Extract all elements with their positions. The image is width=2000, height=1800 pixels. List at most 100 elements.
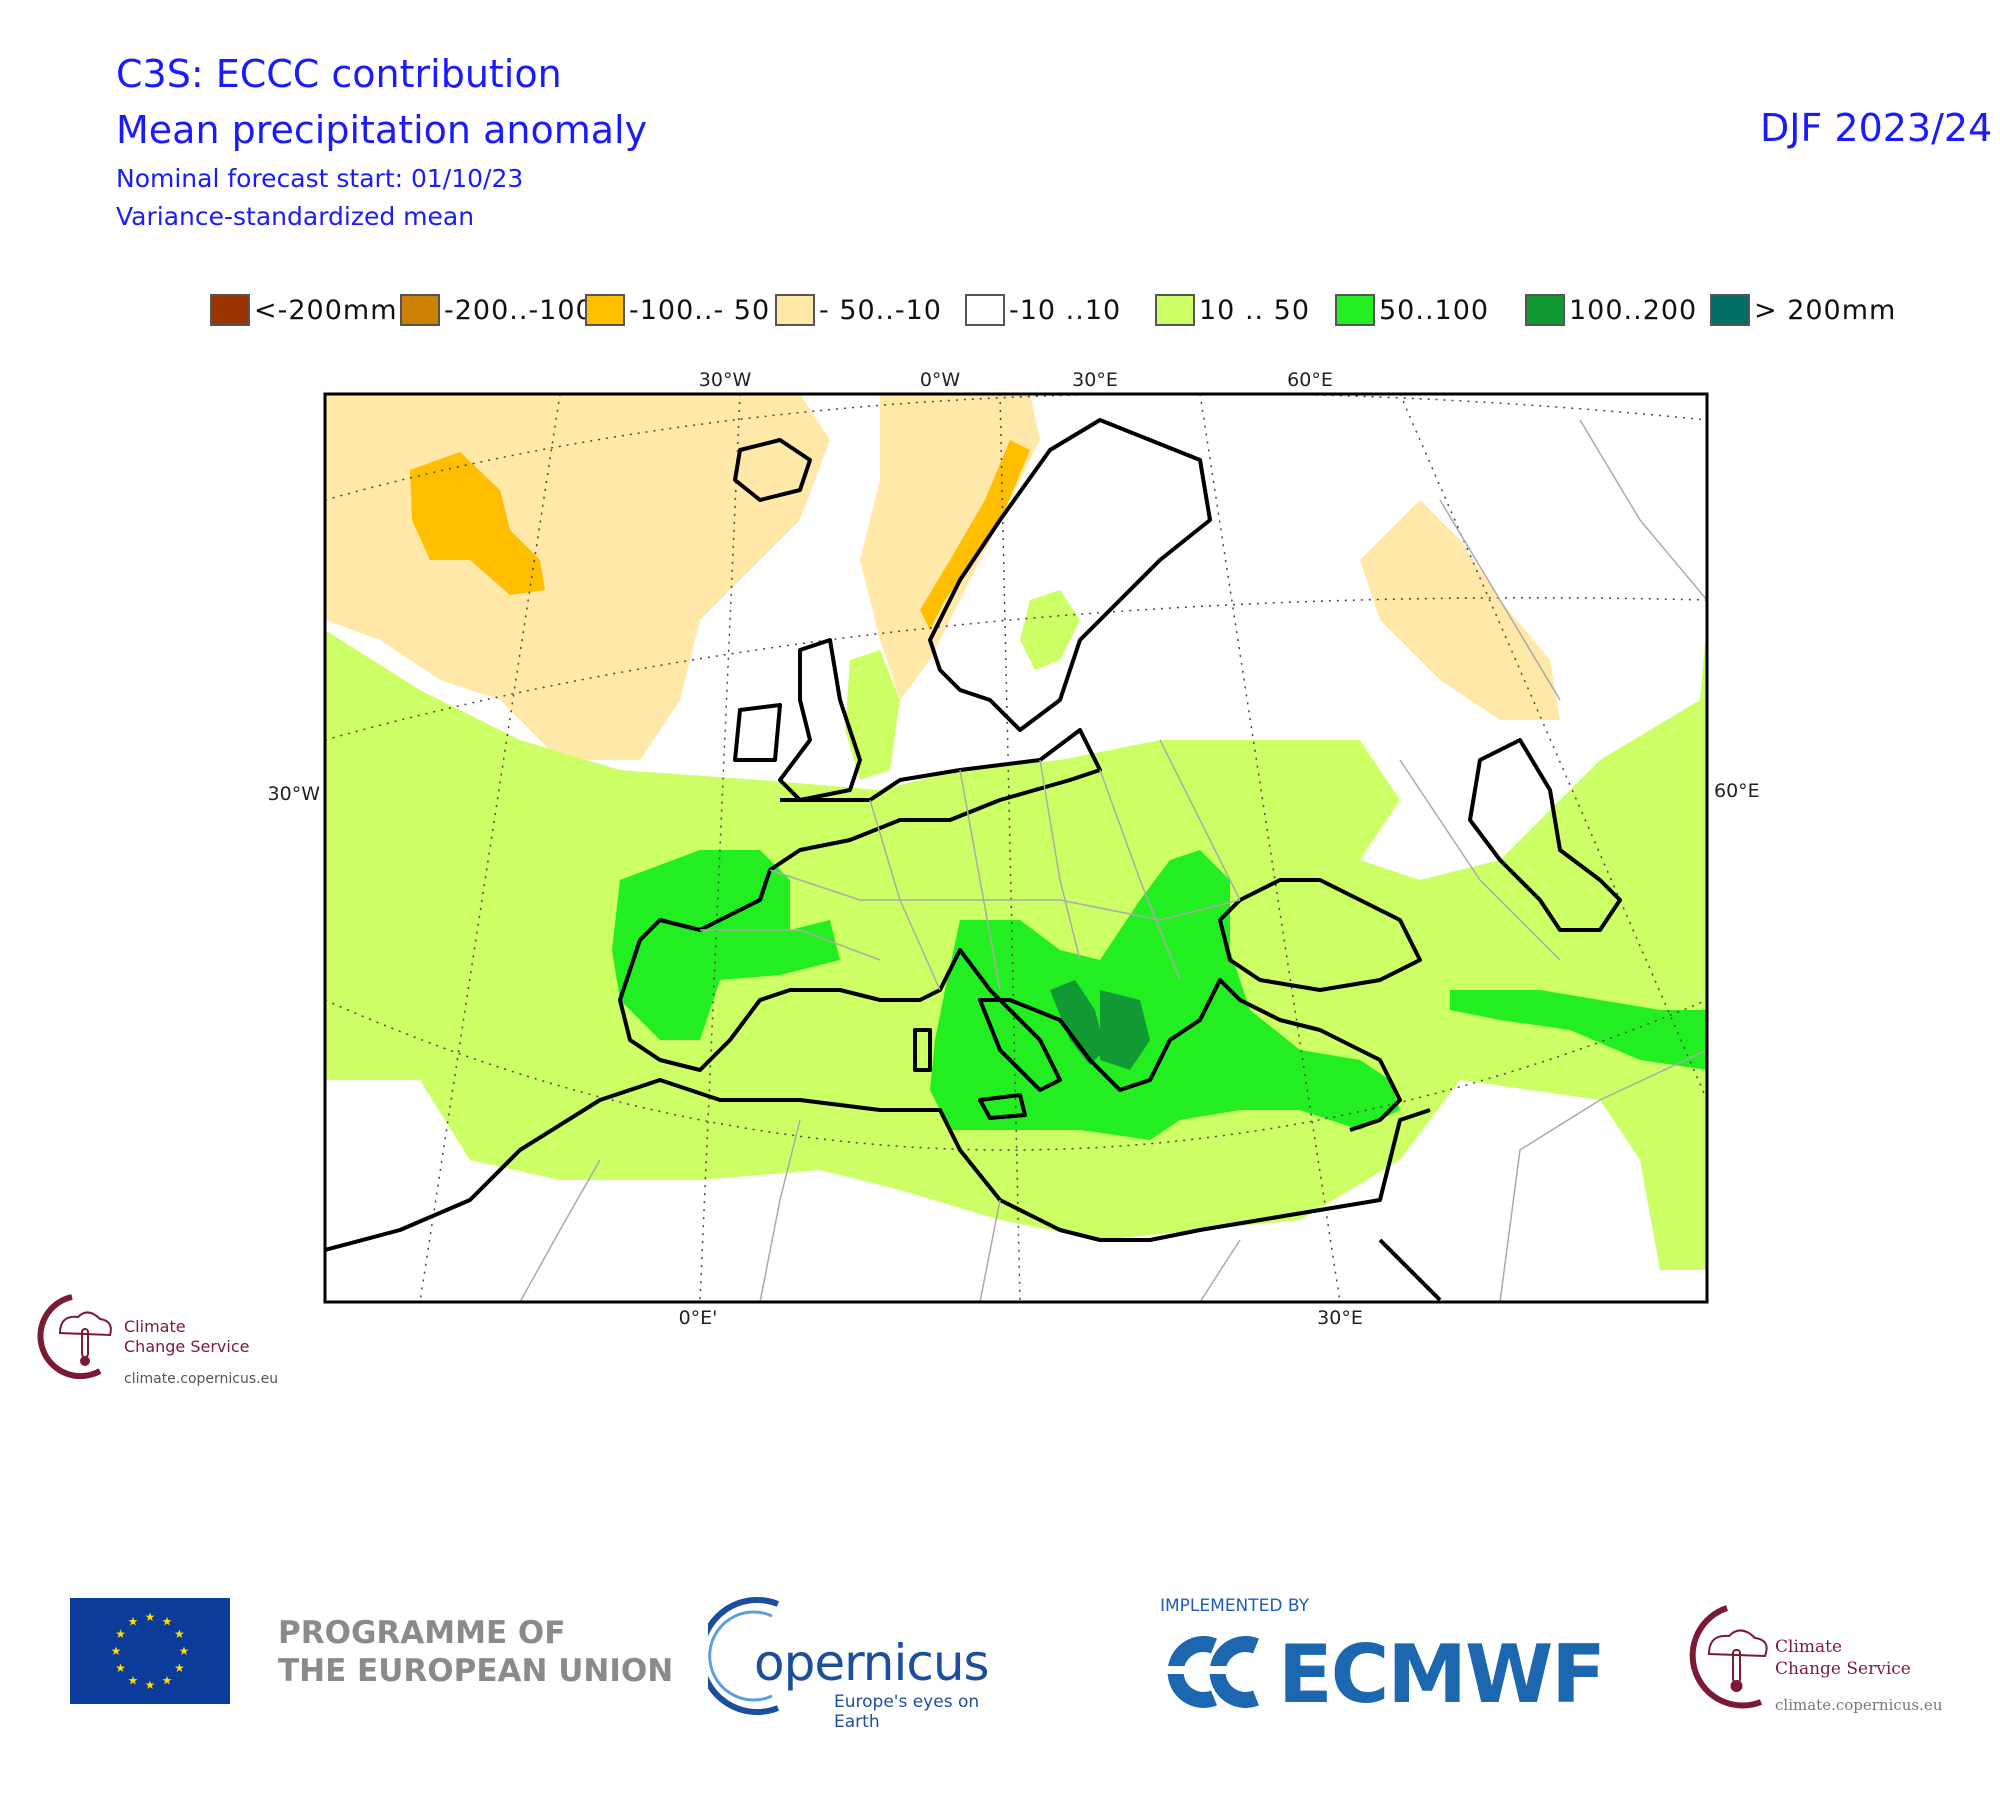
dry-area-russia (1360, 500, 1560, 720)
legend-label: 100..200 (1569, 294, 1698, 326)
wet-area-balkans-core (1100, 990, 1150, 1070)
legend: <-200mm -200..-100 -100..- 50 - 50..-10 -10 … (210, 292, 1910, 328)
wet-area-adriatic-core (1050, 980, 1105, 1065)
caspian-coast (1468, 738, 1622, 932)
legend-swatch (1335, 294, 1375, 326)
scandinavia-coast (928, 418, 1212, 732)
legend-label: <-200mm (254, 294, 398, 326)
sardinia-coast (913, 1028, 932, 1072)
eu-star-icon: ★ (115, 1627, 126, 1641)
title-line-1: C3S: ECCC contribution (116, 52, 562, 96)
eu-star-icon: ★ (162, 1673, 173, 1687)
legend-swatch (1525, 294, 1565, 326)
eu-stars-icon: ★ ★★★★★★★★★★★ (111, 1610, 190, 1692)
implemented-by-text: IMPLEMENTED BY (1160, 1596, 1310, 1616)
legend-label: > 200mm (1754, 294, 1897, 326)
bottom-label-0e: 0°E' (679, 1307, 718, 1329)
eu-star-icon: ★ (128, 1673, 139, 1687)
eu-star-icon: ★ (111, 1644, 122, 1658)
black-sea-coast (1218, 878, 1422, 992)
eu-star-icon: ★ (174, 1627, 185, 1641)
legend-item: 50..100 (1335, 292, 1489, 328)
legend-label: -200..-100 (444, 294, 594, 326)
eu-star-icon: ★ (145, 1610, 156, 1624)
period-label: DJF 2023/24 (1760, 106, 1993, 150)
ecmwf-wordmark: ECMWF (1278, 1628, 1606, 1721)
c3s-thermometer-icon (37, 1294, 112, 1380)
european-coast (618, 728, 1402, 1132)
c3s-big-url: climate.copernicus.eu (1775, 1696, 1943, 1714)
dry-area-north-sea (860, 394, 1040, 700)
dry-area-north-atlantic-core (410, 452, 545, 595)
c3s-small-line1: Climate (124, 1317, 186, 1336)
north-africa-coast (325, 1078, 1431, 1252)
left-label-30w: 30°W (268, 783, 321, 805)
right-label-60e: 60°E (1714, 780, 1760, 802)
eu-star-icon: ★ (128, 1615, 139, 1629)
legend-label: 50..100 (1379, 294, 1490, 326)
legend-swatch (210, 294, 250, 326)
legend-item: -10 ..10 (965, 292, 1121, 328)
legend-swatch (965, 294, 1005, 326)
c3s-small-url: climate.copernicus.eu (124, 1371, 279, 1387)
legend-swatch (775, 294, 815, 326)
legend-swatch (400, 294, 440, 326)
top-label-30e: 30°E (1072, 369, 1118, 391)
copernicus-tagline: Europe's eyes on Earth (834, 1692, 980, 1732)
eu-line2: THE EUROPEAN UNION (278, 1653, 674, 1689)
dry-area-norway-coast (920, 440, 1030, 630)
top-label-0w: 0°W (920, 369, 961, 391)
legend-swatch (1155, 294, 1195, 326)
eu-star-icon: ★ (174, 1661, 185, 1675)
top-label-30w: 30°W (699, 369, 752, 391)
copernicus-logo: opernicus Europe's eyes on Earth (708, 1596, 1028, 1732)
copernicus-arc-icon (708, 1597, 780, 1715)
legend-label: - 50..-10 (819, 294, 942, 326)
wet-area-caspian (1450, 990, 1707, 1070)
eu-line1: PROGRAMME OF (278, 1615, 566, 1651)
eu-star-icon: ★ (115, 1661, 126, 1675)
red-sea-coast (1378, 1238, 1442, 1302)
coastlines (325, 418, 1622, 1302)
country-borders (519, 419, 1707, 1302)
eu-flag-logo: ★ ★ ★ ★ ★ ★ ★ ★ ★ ★ ★ ★ (70, 1598, 230, 1704)
legend-item: 100..200 (1525, 292, 1697, 328)
method-text: Variance-standardized mean (116, 202, 475, 231)
bottom-label-30e: 30°E (1317, 1307, 1363, 1329)
wet-area-mediterranean (930, 850, 1400, 1140)
title-line-2: Mean precipitation anomaly (116, 108, 648, 152)
c3s-logo-small: Climate Change Service climate.copernicus… (20, 1285, 300, 1387)
great-britain-coast (778, 638, 862, 802)
legend-item: -200..-100 (400, 292, 594, 328)
legend-swatch (1710, 294, 1750, 326)
legend-label: -100..- 50 (629, 294, 771, 326)
top-label-60e: 60°E (1287, 369, 1333, 391)
legend-item: 10 .. 50 (1155, 292, 1310, 328)
legend-swatch (585, 294, 625, 326)
legend-item: > 200mm (1710, 292, 1896, 328)
sicily-coast (978, 1093, 1027, 1120)
eu-star-icon: ★ (145, 1678, 156, 1692)
wet-area-iberia (612, 850, 840, 1040)
ecmwf-logo: ECMWF (1160, 1626, 1606, 1721)
c3s-small-line2: Change Service (124, 1337, 250, 1356)
c3s-big-line2: Change Service (1775, 1659, 1911, 1679)
wet-area-scandinavia (1020, 590, 1080, 670)
legend-label: 10 .. 50 (1199, 294, 1311, 326)
forecast-start-text: Nominal forecast start: 01/10/23 (116, 164, 524, 193)
c3s-big-line1: Climate (1775, 1637, 1843, 1657)
legend-label: -10 ..10 (1009, 294, 1122, 326)
ireland-coast (733, 703, 782, 762)
wet-area-uk-sea (845, 650, 900, 780)
copernicus-wordmark: opernicus (754, 1634, 990, 1692)
legend-item: - 50..-10 (775, 292, 942, 328)
eu-star-icon: ★ (162, 1615, 173, 1629)
c3s-logo-large: Climate Change Service climate.copernicus… (1665, 1598, 1945, 1718)
c3s-thermometer-icon-large (1689, 1605, 1768, 1709)
legend-item: -100..- 50 (585, 292, 770, 328)
eu-programme-text: PROGRAMME OF THE EUROPEAN UNION (278, 1614, 673, 1690)
graticule (325, 394, 1707, 1302)
legend-item: <-200mm (210, 292, 398, 328)
map-frame (323, 392, 1709, 1304)
